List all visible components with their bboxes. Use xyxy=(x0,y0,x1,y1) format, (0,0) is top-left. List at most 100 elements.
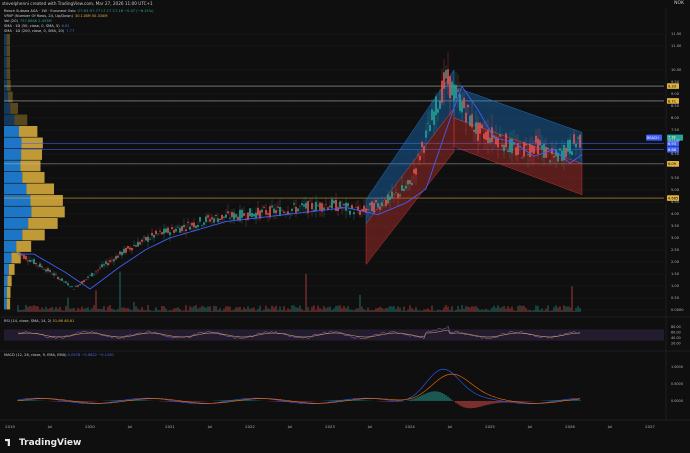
volume-bar xyxy=(105,310,107,312)
volume-bar xyxy=(469,307,471,312)
macd-histogram-bar xyxy=(23,399,25,401)
current-symbol-tag: REACH xyxy=(647,136,659,140)
volume-bar xyxy=(415,307,417,312)
volume-bar xyxy=(153,310,155,312)
macd-histogram-bar xyxy=(391,400,393,402)
price-tick-label: 8.50 xyxy=(671,104,680,108)
volume-bar xyxy=(511,306,513,312)
macd-histogram-bar xyxy=(525,400,527,402)
candle-body xyxy=(385,199,387,206)
volume-bar xyxy=(135,306,137,312)
candle-body xyxy=(359,210,361,215)
candle-body xyxy=(421,141,423,148)
candle-body xyxy=(363,205,365,212)
macd-histogram-bar xyxy=(363,400,365,401)
candle-body xyxy=(507,150,509,152)
volume-bar xyxy=(67,297,69,312)
candle-body xyxy=(203,222,205,225)
macd-histogram-bar xyxy=(63,400,65,402)
candle-body xyxy=(67,283,69,286)
legend-sma200[interactable]: SMA · 1D (200, close, 0, SMA, 20) 7.77 xyxy=(4,29,154,34)
candle-body xyxy=(479,122,481,134)
volume-bar xyxy=(55,306,57,312)
macd-histogram-bar xyxy=(171,400,173,402)
macd-histogram-bar xyxy=(575,400,577,401)
volume-bar xyxy=(267,308,269,312)
candle-body xyxy=(155,230,157,235)
rsi-legend[interactable]: RSI (14, close, SMA, 14, 2) 51.66 48.61 xyxy=(4,319,74,323)
legend-vrvp[interactable]: VRVP (Number Of Rows, 24, Up/Down) 30.116… xyxy=(4,14,154,19)
volume-profile-down-bar xyxy=(30,195,63,206)
time-tick-label: 2025 xyxy=(485,424,495,429)
volume-profile-up-bar xyxy=(4,252,12,264)
volume-bar xyxy=(507,306,509,312)
macd-legend[interactable]: MACD (12, 26, close, 9, EMA, EMA) 0.0578… xyxy=(4,353,114,357)
candle-body xyxy=(509,138,511,153)
tradingview-logo[interactable]: TradingView xyxy=(5,438,81,448)
legend-volume[interactable]: Vol (20) 757.884K 2.453M xyxy=(4,19,154,24)
candle-body xyxy=(377,203,379,208)
candle-body xyxy=(27,260,29,262)
volume-bar xyxy=(233,309,235,312)
candle-body xyxy=(543,143,545,158)
candle-body xyxy=(129,247,131,250)
volume-bar xyxy=(229,306,231,312)
time-tick-label: 2026 xyxy=(565,424,575,429)
volume-profile-up-bar xyxy=(4,91,8,103)
volume-bar xyxy=(341,308,343,312)
volume-profile-up-bar xyxy=(4,206,32,218)
candle-body xyxy=(247,212,249,220)
volume-bar xyxy=(39,309,41,312)
candle-body xyxy=(277,206,279,208)
candle-body xyxy=(249,208,251,217)
candle-body xyxy=(371,201,373,212)
current-price-tag: 7.18 xyxy=(668,135,676,139)
macd-histogram-bar xyxy=(421,395,423,401)
candle-body xyxy=(353,212,355,215)
symbol-name: Reach Subsea ASA · 1W · Euronext Oslo xyxy=(4,9,76,13)
macd-histogram-bar xyxy=(517,400,519,402)
volume-bar xyxy=(317,305,319,312)
macd-histogram-bar xyxy=(197,400,199,402)
candle-body xyxy=(183,224,185,228)
candle-body xyxy=(79,284,81,286)
legend-symbol[interactable]: Reach Subsea ASA · 1W · Euronext Oslo O7.… xyxy=(4,9,154,14)
candle-body xyxy=(463,97,465,109)
macd-histogram-bar xyxy=(277,400,279,402)
legend-sma50[interactable]: SMA · 1D (50, close, 0, SMA, 5) 6.81 xyxy=(4,24,154,29)
volume-profile-up-bar xyxy=(4,80,7,91)
macd-histogram-bar xyxy=(327,400,329,401)
candle-body xyxy=(513,142,515,145)
volume-bar xyxy=(457,305,459,312)
candle-body xyxy=(485,131,487,140)
volume-bar xyxy=(537,306,539,312)
macd-histogram-bar xyxy=(195,400,197,402)
macd-tick-label: 1.0000 xyxy=(671,365,683,369)
volume-bar xyxy=(213,305,215,312)
macd-histogram-bar xyxy=(243,399,245,401)
candle-body xyxy=(137,241,139,247)
volume-bar xyxy=(535,305,537,312)
volume-bar xyxy=(571,286,573,312)
macd-histogram-bar xyxy=(457,400,459,405)
top-bar: stevelphenni created with TradingView.co… xyxy=(0,0,690,7)
candle-body xyxy=(87,276,89,278)
volume-bar xyxy=(433,310,435,312)
candle-body xyxy=(123,248,125,254)
macd-histogram-bar xyxy=(473,400,475,409)
candle-body xyxy=(119,251,121,255)
volume-bar xyxy=(241,309,243,312)
volume-bar xyxy=(31,306,33,312)
macd-histogram-bar xyxy=(483,400,485,406)
macd-histogram-bar xyxy=(443,394,445,401)
macd-histogram-bar xyxy=(411,399,413,401)
volume-bar xyxy=(303,310,305,312)
volume-bar xyxy=(73,307,75,312)
volume-bar xyxy=(35,305,37,312)
candle-body xyxy=(103,264,105,266)
candle-body xyxy=(257,207,259,216)
volume-bar xyxy=(125,308,127,312)
macd-histogram-bar xyxy=(551,400,553,401)
candle-body xyxy=(59,279,61,280)
